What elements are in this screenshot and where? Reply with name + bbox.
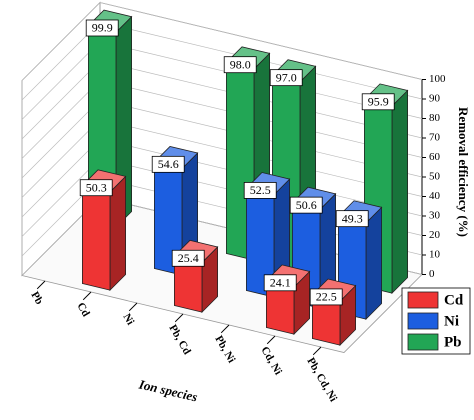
bar-front (82, 184, 111, 291)
y-tick-label: 0 (429, 268, 435, 280)
value-label-box (171, 249, 205, 267)
y-tick-label: 20 (429, 229, 441, 241)
y-tick-label: 60 (429, 151, 441, 163)
legend-label: Ni (444, 313, 459, 329)
value-label-box (289, 196, 323, 214)
legend-swatch (407, 312, 439, 330)
value-label-box (79, 179, 113, 197)
value-label-box (85, 19, 119, 37)
value-label-box (361, 93, 395, 111)
value-label: 50.6 (296, 198, 317, 212)
value-label-box (223, 56, 257, 74)
y-tick-label: 100 (429, 73, 446, 85)
legend-label: Pb (444, 334, 462, 350)
legend-label: Cd (444, 292, 464, 308)
value-label: 98.0 (230, 57, 251, 71)
y-tick-label: 10 (429, 249, 441, 261)
x-tick (36, 280, 46, 290)
y-tick-label: 50 (429, 171, 441, 183)
x-tick (128, 302, 138, 312)
x-tick-label: Pb, Ni (212, 334, 237, 365)
y-tick-label: 30 (429, 210, 441, 222)
value-label-box (269, 69, 303, 87)
legend-swatch (407, 291, 439, 309)
value-label: 25.4 (178, 251, 199, 265)
x-tick (220, 324, 230, 334)
value-label-box (263, 274, 297, 292)
x-tick (266, 335, 276, 345)
x-tick (82, 291, 92, 301)
bar-side (391, 89, 409, 295)
x-tick-label: Cd, Ni (258, 345, 284, 377)
x-tick-label: Cd (74, 301, 91, 319)
value-label: 99.9 (92, 21, 113, 35)
value-label-box (309, 288, 343, 306)
y-axis-title: Removal efficiency (%) (456, 107, 471, 237)
y-tick-label: 80 (429, 112, 441, 124)
value-label: 97.0 (276, 70, 297, 84)
grid-line (21, 80, 423, 159)
value-label: 54.6 (158, 157, 179, 171)
grid-line (21, 99, 423, 179)
value-label-box (335, 210, 369, 228)
x-tick-label: Pb (28, 290, 45, 307)
value-label: 49.3 (342, 211, 363, 225)
value-label: 24.1 (270, 276, 291, 290)
value-label: 50.3 (86, 180, 107, 194)
x-axis-title: Ion species (137, 376, 199, 404)
value-label: 52.5 (250, 183, 271, 197)
legend-swatch (407, 333, 439, 351)
value-label: 22.5 (316, 290, 337, 304)
x-tick (312, 346, 322, 356)
y-tick-label: 70 (429, 132, 441, 144)
grid-line (21, 21, 423, 101)
y-tick-label: 40 (429, 190, 441, 202)
x-tick-label: Pb, Cd, Ni (304, 356, 339, 404)
value-label: 95.9 (368, 95, 389, 109)
x-tick-label: Ni (120, 312, 136, 328)
grid-line (21, 2, 423, 81)
x-tick (174, 313, 184, 323)
x-tick-label: Pb, Cd (166, 323, 193, 357)
y-tick-label: 90 (429, 93, 441, 105)
value-label-box (243, 182, 277, 199)
bar (173, 239, 219, 314)
value-label-box (151, 155, 185, 173)
